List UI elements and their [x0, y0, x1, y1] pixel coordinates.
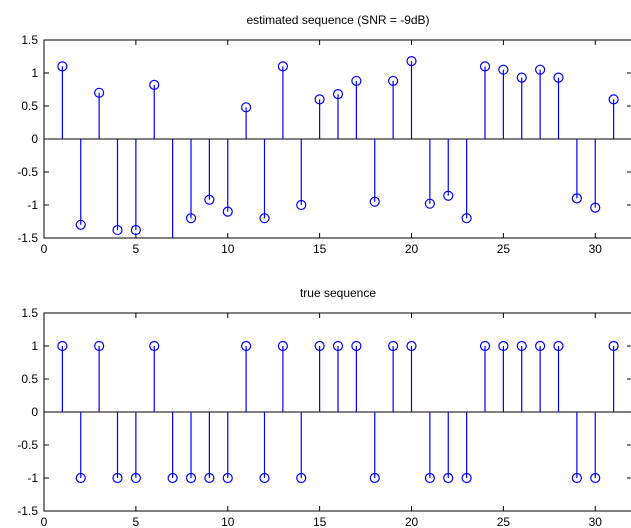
x-tick-label: 5 [133, 242, 140, 256]
stem-marker [351, 340, 362, 352]
stem-marker [130, 472, 141, 484]
stem-marker [57, 340, 68, 352]
x-tick-label: 0 [41, 515, 48, 528]
stem-marker [259, 213, 270, 224]
y-tick-label: -0.5 [17, 438, 38, 452]
x-tick-label: 10 [221, 515, 235, 528]
stem-marker [204, 472, 215, 484]
stem-marker [185, 213, 197, 224]
stem-marker [241, 102, 252, 113]
x-tick-label: 20 [405, 242, 419, 256]
stem-marker [241, 340, 252, 352]
y-tick-label: 0.5 [21, 99, 38, 113]
stem-marker [479, 340, 491, 352]
stem-marker [94, 340, 105, 352]
stem-marker [608, 94, 619, 105]
stem-marker [461, 213, 472, 224]
chart-title: true sequence [300, 286, 376, 300]
y-tick-label: 0 [31, 405, 38, 419]
stem-marker [314, 94, 325, 105]
stem-marker [535, 340, 546, 352]
stem-marker [259, 472, 270, 484]
stem-marker [75, 472, 86, 484]
y-tick-label: -1.5 [17, 231, 38, 245]
stem-marker [479, 61, 491, 72]
stem-marker [388, 340, 399, 352]
x-tick-label: 10 [221, 242, 235, 256]
y-tick-label: 0 [31, 132, 38, 146]
stem-marker [443, 190, 454, 201]
stem-series [57, 340, 619, 484]
chart-title: estimated sequence (SNR = -9dB) [246, 13, 429, 27]
x-tick-label: 0 [41, 242, 48, 256]
x-tick-label: 15 [313, 242, 327, 256]
y-tick-label: 1.5 [21, 33, 38, 47]
y-tick-label: 1.5 [21, 306, 38, 320]
stem-marker [112, 472, 123, 484]
x-tick-label: 25 [497, 515, 511, 528]
stem-marker [553, 340, 564, 352]
stem-marker [608, 340, 619, 352]
y-tick-label: -1 [27, 198, 38, 212]
x-tick-label: 15 [313, 515, 327, 528]
y-tick-label: 0.5 [21, 372, 38, 386]
stem-marker [185, 472, 197, 484]
stem-marker [149, 340, 160, 352]
x-tick-label: 25 [497, 242, 511, 256]
stem-marker [443, 472, 454, 484]
stem-marker [277, 61, 288, 72]
x-tick-label: 5 [133, 515, 140, 528]
stem-marker [498, 64, 509, 75]
axis-ticks: 0 5 10 15 20 25 30 1.5 1 0.5 0 -0.5 -1 -1.5 [17, 306, 631, 528]
x-tick-label: 30 [589, 242, 603, 256]
stem-marker [406, 340, 417, 352]
stem-marker [277, 340, 288, 352]
stem-series [57, 56, 619, 238]
y-tick-label: 1 [31, 339, 38, 353]
axis-ticks: 0 5 10 15 20 25 30 1.5 1 0.5 0 -0.5 -1 -1.5 [17, 33, 631, 256]
stem-marker [222, 472, 233, 484]
stem-marker [461, 472, 472, 484]
stem-marker [535, 64, 546, 75]
stem-marker [369, 196, 380, 207]
stem-marker [204, 194, 215, 205]
x-tick-label: 30 [589, 515, 603, 528]
stem-marker [553, 72, 564, 83]
stem-marker [296, 199, 307, 211]
stem-marker [498, 340, 509, 352]
stem-marker [149, 79, 160, 90]
stem-marker [296, 472, 307, 484]
plot-estimated-sequence: estimated sequence (SNR = -9dB) 0 5 10 15 20… [17, 13, 631, 256]
stem-marker [94, 87, 105, 98]
y-tick-label: -1 [27, 471, 38, 485]
stem-marker [388, 75, 399, 87]
stem-marker [571, 193, 582, 204]
stem-marker [314, 340, 325, 352]
stem-marker [332, 340, 344, 352]
stem-marker [571, 472, 582, 484]
stem-marker [351, 75, 362, 87]
stem-marker [369, 472, 380, 484]
stem-marker [590, 202, 601, 213]
stem-marker [75, 219, 86, 230]
stem-marker [590, 472, 601, 484]
stem-marker [112, 224, 123, 236]
y-tick-label: -0.5 [17, 165, 38, 179]
stem-marker [516, 340, 527, 352]
y-tick-label: 1 [31, 66, 38, 80]
stem-marker [332, 89, 344, 100]
stem-marker [516, 72, 527, 83]
stem-marker [424, 472, 435, 484]
stem-marker [222, 206, 233, 217]
y-tick-label: -1.5 [17, 504, 38, 518]
stem-marker [406, 56, 417, 67]
stem-marker [57, 61, 68, 72]
stem-marker [167, 472, 178, 484]
plot-true-sequence: true sequence 0 5 10 15 20 25 30 1.5 1 0.5 0 -0.5 -1… [17, 286, 631, 528]
stem-marker [424, 198, 435, 209]
x-tick-label: 20 [405, 515, 419, 528]
